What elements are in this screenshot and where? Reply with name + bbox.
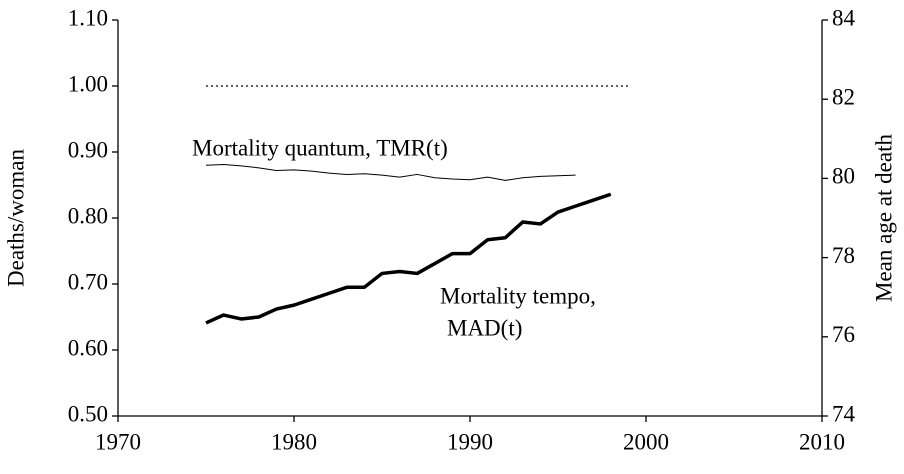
series-line bbox=[205, 164, 576, 181]
y2-tick-label: 74 bbox=[832, 401, 856, 426]
y2-tick-label: 80 bbox=[832, 164, 855, 189]
y-tick-label: 1.00 bbox=[68, 71, 108, 96]
x-tick-label: 1990 bbox=[447, 429, 493, 454]
y2-axis-label: Mean age at death bbox=[871, 134, 896, 302]
y2-tick-label: 84 bbox=[832, 5, 856, 30]
x-tick-label: 1980 bbox=[271, 429, 317, 454]
y-tick-label: 0.60 bbox=[68, 335, 108, 360]
annotation: Mortality quantum, TMR(t) bbox=[192, 135, 448, 160]
y-axis-label: Deaths/woman bbox=[3, 149, 28, 287]
y-tick-label: 0.50 bbox=[68, 401, 108, 426]
x-tick-label: 2010 bbox=[799, 429, 845, 454]
y-tick-label: 0.90 bbox=[68, 137, 108, 162]
y2-tick-label: 82 bbox=[832, 84, 855, 109]
annotation: Mortality tempo, bbox=[440, 283, 596, 308]
series-line bbox=[205, 192, 612, 325]
y-tick-label: 1.10 bbox=[68, 5, 108, 30]
annotation: MAD(t) bbox=[447, 315, 522, 340]
y-tick-label: 0.80 bbox=[68, 203, 108, 228]
y-tick-label: 0.70 bbox=[68, 269, 108, 294]
x-tick-label: 2000 bbox=[623, 429, 669, 454]
x-tick-label: 1970 bbox=[95, 429, 141, 454]
y2-tick-label: 78 bbox=[832, 243, 855, 268]
y2-tick-label: 76 bbox=[832, 322, 855, 347]
